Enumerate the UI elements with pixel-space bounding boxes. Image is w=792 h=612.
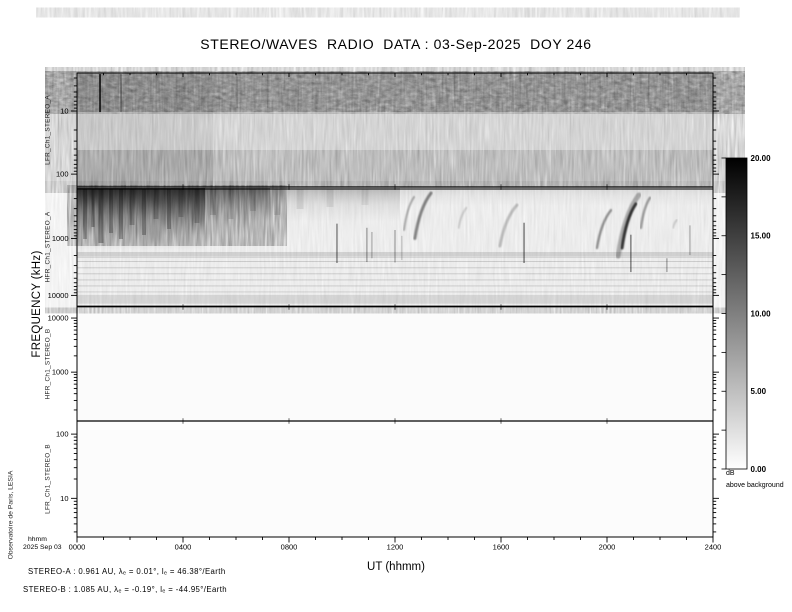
x-tick-label: 1200 (387, 543, 404, 552)
x-tick-label: 0400 (175, 543, 192, 552)
date-label: 2025 Sep 03 (23, 544, 62, 551)
credit-label: Observatoire de Paris, LESIA (7, 470, 15, 560)
panel-lfr-stereo-a (77, 73, 713, 187)
panel-label-lfr-stereo-a: LFR_Ch1_STEREO_A (44, 95, 52, 165)
x-tick-label: 0800 (281, 543, 298, 552)
freq-tick-label: 10000 (48, 314, 69, 323)
decorative-noise-strip (68, 8, 708, 17)
colorbar: 20.00 15.00 10.00 5.00 0.00 (721, 154, 772, 474)
freq-tick-label: 100 (56, 170, 69, 179)
freq-tick-label: 1000 (52, 368, 69, 377)
time-format-label: hhmm (28, 536, 47, 543)
footer-stereo-a-ephemeris: STEREO-A : 0.961 AU, λₑ = 0.01°, lₑ = 46… (28, 567, 226, 576)
x-tick-label: 2000 (599, 543, 616, 552)
freq-tick-label: 1000 (52, 234, 69, 243)
panel-label-lfr-stereo-b: LFR_Ch1_STEREO_B (44, 444, 52, 514)
page-title: STEREO/WAVES RADIO DATA : 03-Sep-2025 DO… (200, 36, 592, 52)
colorbar-note-label: above background (726, 482, 784, 489)
emission-streaks (83, 189, 369, 243)
frequency-axis-label: FREQUENCY (kHz) (31, 250, 43, 358)
colorbar-unit-label: dB (726, 470, 735, 477)
panel-hfr-stereo-b (77, 307, 713, 421)
panel-lfr-stereo-b (77, 421, 713, 537)
ut-axis-label: UT (hhmm) (367, 561, 425, 573)
colorbar-tick-label: 0.00 (751, 465, 767, 474)
colorbar-tick-label: 15.00 (751, 232, 772, 241)
x-tick-label: 2400 (705, 543, 722, 552)
colorbar-tick-label: 5.00 (751, 387, 767, 396)
x-tick-label: 1600 (493, 543, 510, 552)
colorbar-tick-label: 10.00 (751, 309, 772, 318)
colorbar-tick-label: 20.00 (751, 154, 772, 163)
x-tick-label: 0000 (69, 543, 86, 552)
panel-label-hfr-stereo-a: HFR_Ch1_STEREO_A (44, 211, 52, 283)
interference-and-spikes-layer (77, 74, 713, 304)
footer-stereo-b-ephemeris: STEREO-B : 1.085 AU, λₑ = -0.19°, lₑ = -… (23, 585, 228, 594)
freq-tick-label: 10 (60, 107, 68, 116)
panel-label-hfr-stereo-b: HFR_Ch1_STEREO_B (44, 328, 52, 400)
freq-tick-label: 10000 (48, 291, 69, 300)
panel-hfr-stereo-a (77, 187, 713, 307)
axis-ticks-layer: 0000 0400 0800 1200 1600 2000 2400 10 100 1000 100… (48, 73, 722, 552)
freq-tick-label: 100 (56, 430, 69, 439)
freq-tick-label: 10 (60, 494, 68, 503)
colorbar-ticks: 20.00 15.00 10.00 5.00 0.00 (721, 154, 772, 474)
type-iii-bursts-layer (403, 191, 678, 259)
